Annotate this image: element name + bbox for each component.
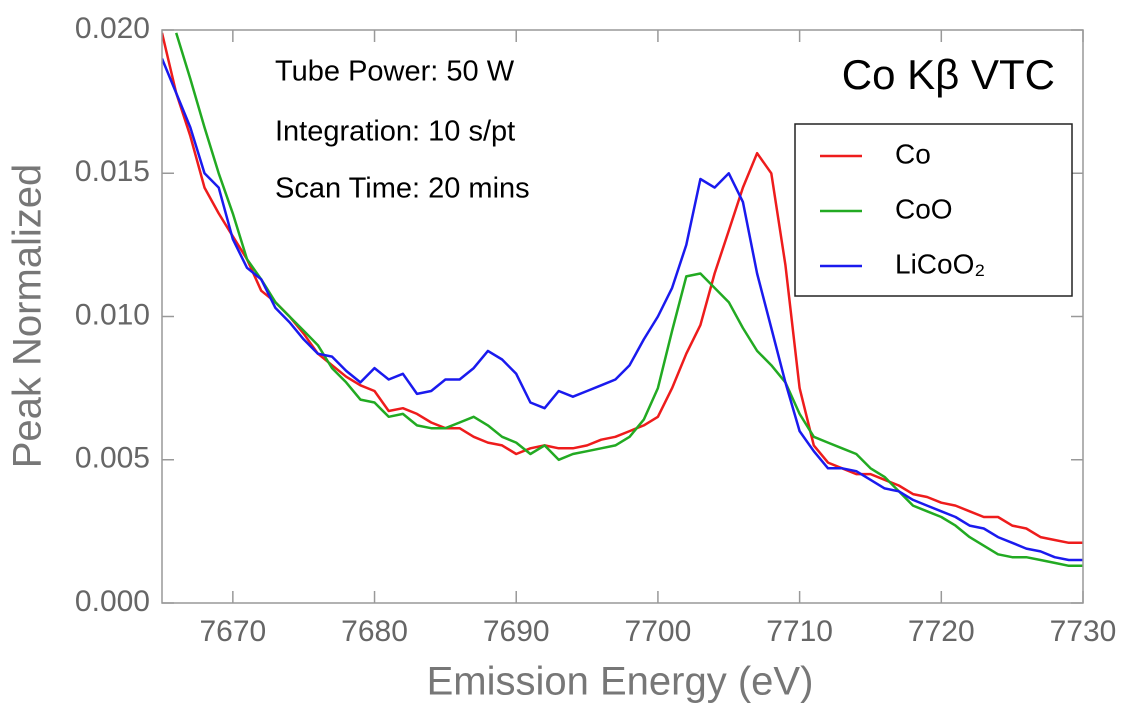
legend-label: LiCoO₂ bbox=[895, 248, 985, 279]
plot-frame bbox=[161, 29, 1084, 604]
y-tick-label: 0.010 bbox=[75, 298, 150, 331]
y-tick-label: 0.005 bbox=[75, 442, 150, 475]
legend-box bbox=[794, 123, 1073, 297]
annotation: Integration: 10 s/pt bbox=[275, 116, 515, 148]
annotation: Scan Time: 20 mins bbox=[275, 173, 530, 205]
x-axis-label: Emission Energy (eV) bbox=[427, 660, 814, 704]
y-tick-label: 0.015 bbox=[75, 155, 150, 188]
legend-label: Co bbox=[895, 138, 931, 169]
y-tick-label: 0.000 bbox=[75, 585, 150, 618]
y-axis-label: Peak Normalized bbox=[6, 164, 50, 469]
legend-label: CoO bbox=[895, 193, 953, 224]
x-tick-label: 7710 bbox=[766, 615, 833, 648]
y-tick-label: 0.020 bbox=[75, 12, 150, 45]
series-line bbox=[162, 58, 1083, 562]
x-tick-label: 7670 bbox=[199, 615, 266, 648]
annotation: Tube Power: 50 W bbox=[275, 56, 515, 88]
x-tick-label: 7720 bbox=[908, 615, 975, 648]
x-tick-label: 7690 bbox=[483, 615, 550, 648]
series-line bbox=[175, 32, 1083, 568]
x-tick-label: 7700 bbox=[625, 615, 692, 648]
x-tick-label: 7730 bbox=[1050, 615, 1117, 648]
chart-title: Co Kβ VTC bbox=[842, 51, 1055, 98]
x-tick-label: 7680 bbox=[341, 615, 408, 648]
